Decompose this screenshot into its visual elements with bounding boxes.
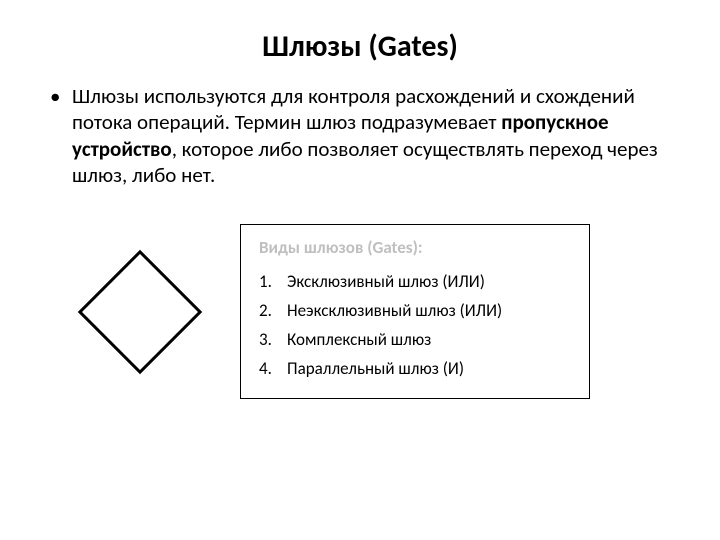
diamond-shape <box>78 250 202 374</box>
gateway-types-box: Виды шлюзов (Gates): Эксклюзивный шлюз (… <box>240 224 590 399</box>
box-title: Виды шлюзов (Gates): <box>259 237 571 258</box>
bullet-marker: • <box>50 83 60 109</box>
gateway-types-list: Эксклюзивный шлюз (ИЛИ) Неэксклюзивный ш… <box>259 268 571 384</box>
gateway-symbol <box>70 242 210 382</box>
list-item: Неэксклюзивный шлюз (ИЛИ) <box>259 297 571 326</box>
list-item: Эксклюзивный шлюз (ИЛИ) <box>259 268 571 297</box>
list-item: Комплексный шлюз <box>259 326 571 355</box>
list-item: Параллельный шлюз (И) <box>259 355 571 384</box>
slide-title: Шлюзы (Gates) <box>40 28 680 65</box>
lower-section: Виды шлюзов (Gates): Эксклюзивный шлюз (… <box>70 224 680 399</box>
body-paragraph: • Шлюзы используются для контроля расхож… <box>72 83 670 188</box>
